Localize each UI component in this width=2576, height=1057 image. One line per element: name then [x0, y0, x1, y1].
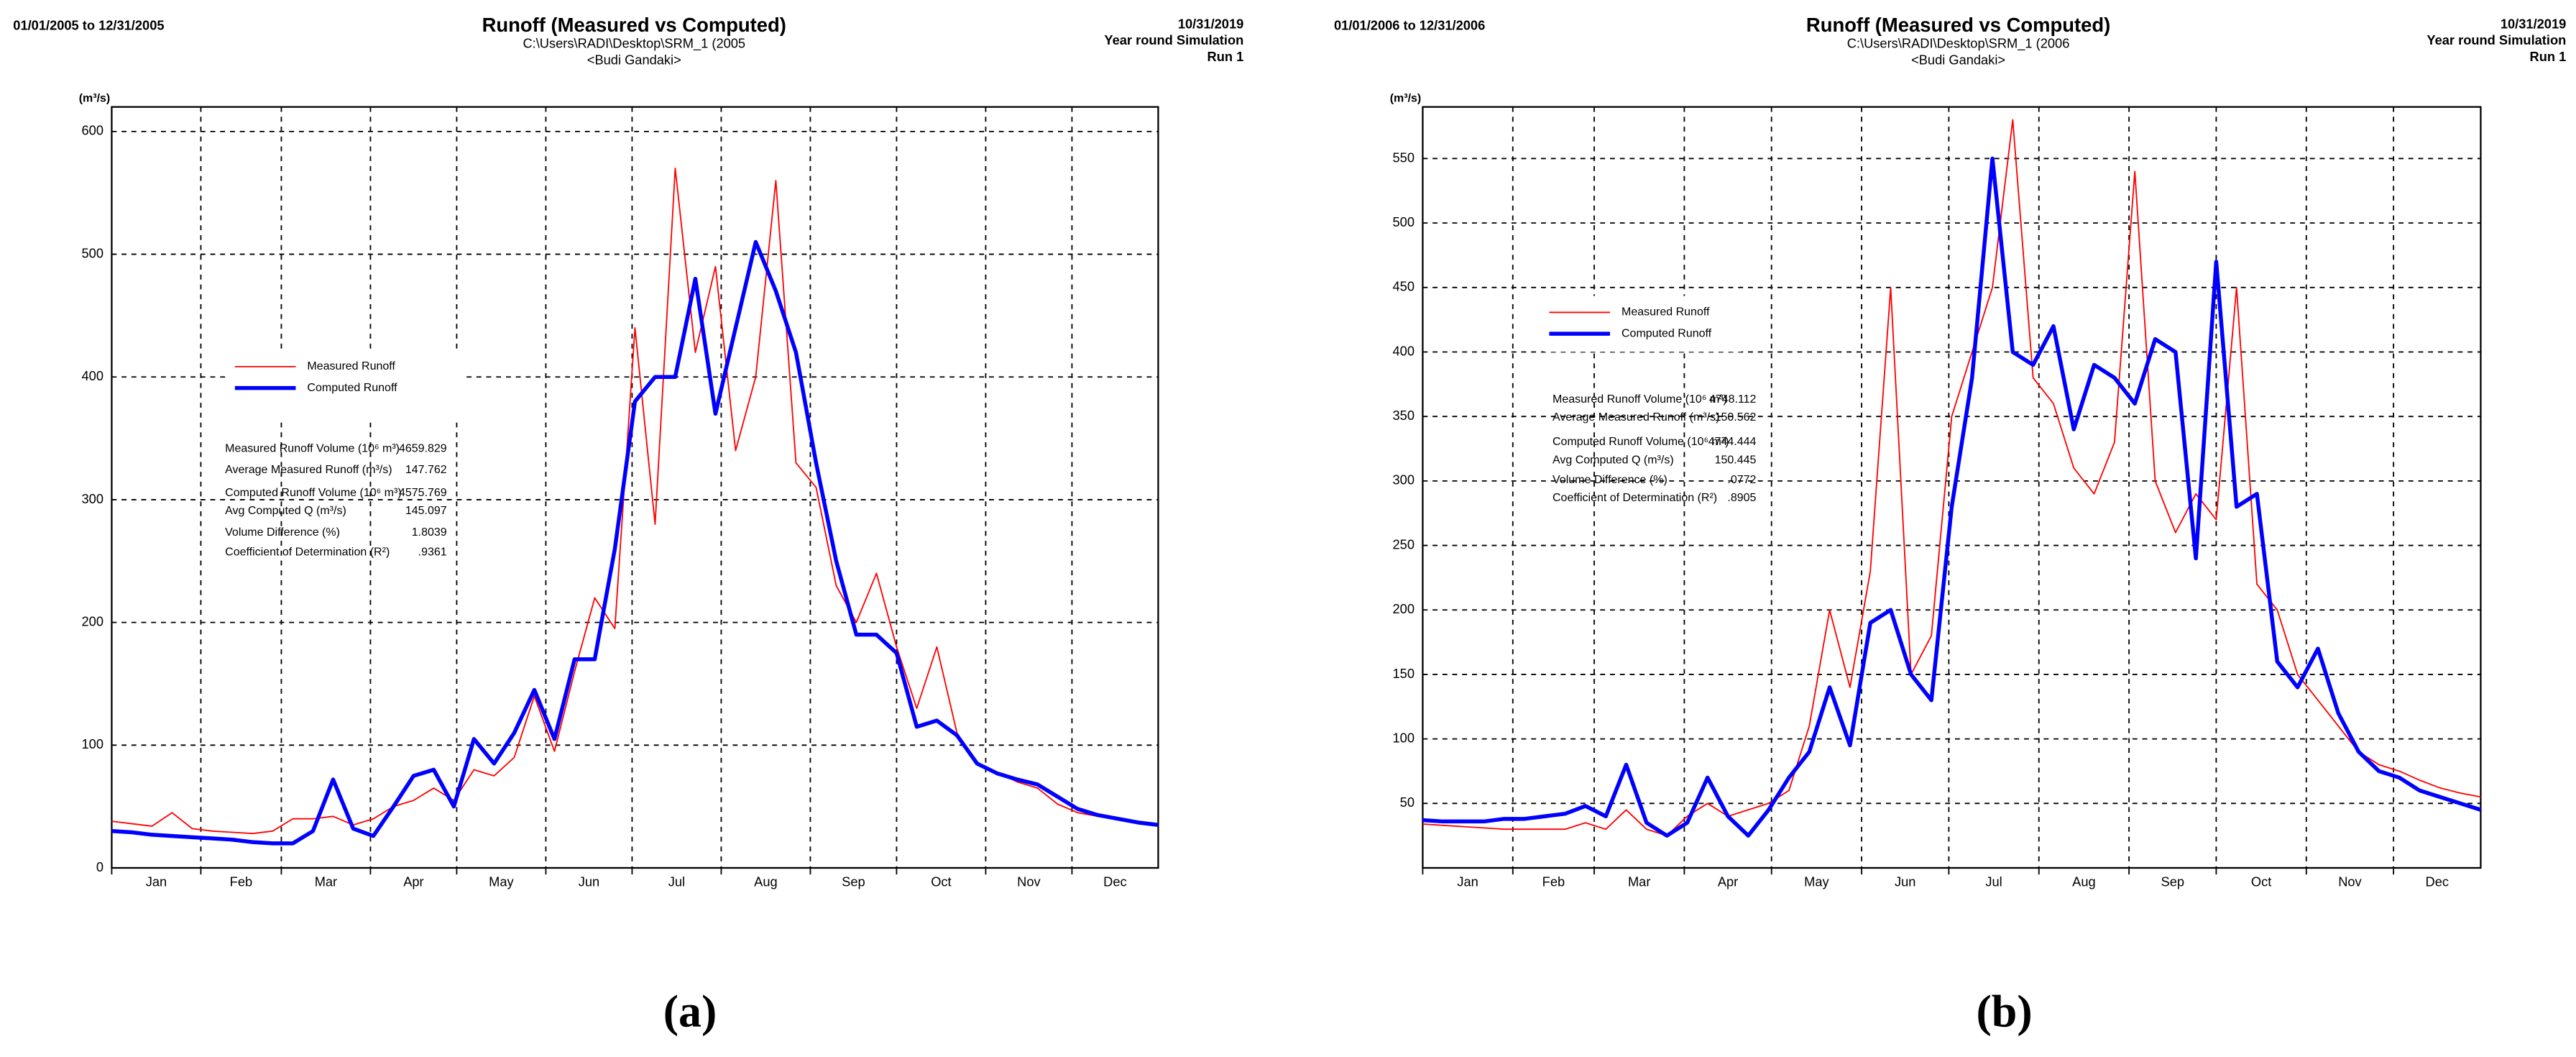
x-tick-label: Sep [2161, 874, 2185, 889]
basin-name: <Budi Gandaki> [587, 52, 681, 68]
chart-title: Runoff (Measured vs Computed) [482, 14, 786, 36]
series-line [111, 168, 1159, 835]
stat-value: .8905 [1727, 492, 1756, 504]
y-tick-label: 0 [96, 859, 104, 874]
x-tick-label: Aug [2072, 874, 2096, 889]
legend-label: Computed Runoff [307, 382, 397, 394]
y-tick-label: 350 [1393, 408, 1414, 423]
y-tick-label: 500 [82, 245, 104, 260]
file-path: C:\Users\RADI\Desktop\SRM_1 (2005 [523, 36, 745, 52]
y-axis-label: (m³/s) [79, 93, 111, 105]
stat-label: Measured Runoff Volume (10⁶ m³) [225, 442, 400, 454]
series-line [111, 239, 1159, 846]
stat-label: Coefficient of Determination (R²) [1552, 492, 1717, 504]
stat-label: Avg Computed Q (m³/s) [1552, 454, 1674, 466]
x-tick-label: Jun [1895, 874, 1915, 889]
x-tick-label: Apr [1718, 874, 1738, 889]
x-tick-label: Sep [842, 874, 865, 889]
stat-value: 4659.829 [399, 442, 447, 454]
x-tick-label: Jan [146, 874, 167, 889]
stat-label: Avg Computed Q (m³/s) [225, 505, 346, 517]
x-tick-label: Dec [2426, 874, 2449, 889]
run-date: 10/31/2019 [1178, 16, 1243, 31]
stat-value: 145.097 [405, 505, 447, 517]
y-tick-label: 600 [82, 123, 104, 138]
x-tick-label: Oct [2251, 874, 2271, 889]
legend-box [1544, 296, 1742, 352]
x-tick-label: Jul [1985, 874, 2002, 889]
stat-label: Computed Runoff Volume (10⁶ m³) [225, 487, 402, 499]
x-tick-label: Oct [931, 874, 951, 889]
chart-title: Runoff (Measured vs Computed) [1806, 14, 2110, 36]
stat-label: Average Measured Runoff (m³/s) [1552, 411, 1719, 424]
stat-value: 147.762 [405, 464, 447, 476]
file-path: C:\Users\RADI\Desktop\SRM_1 (2006 [1847, 36, 2070, 52]
x-tick-label: Aug [754, 874, 778, 889]
y-tick-label: 450 [1393, 279, 1414, 294]
stat-value: .0772 [1727, 474, 1756, 486]
stat-value: 4748.112 [1709, 393, 1757, 406]
stat-label: Measured Runoff Volume (10⁶ m³) [1552, 393, 1727, 406]
series-line [1422, 119, 2481, 837]
simulation: Year round Simulation [2426, 32, 2566, 47]
stat-label: Computed Runoff Volume (10⁶ m³) [1552, 436, 1729, 448]
y-tick-label: 150 [1393, 666, 1414, 681]
x-tick-label: Feb [230, 874, 252, 889]
x-tick-label: Nov [1017, 874, 1041, 889]
y-tick-label: 200 [82, 613, 104, 628]
x-tick-label: Jan [1457, 874, 1478, 889]
x-tick-label: Jun [579, 874, 599, 889]
y-tick-label: 550 [1393, 150, 1414, 165]
date-range: 01/01/2005 to 12/31/2005 [13, 18, 164, 33]
x-tick-label: Apr [403, 874, 423, 889]
y-tick-label: 100 [82, 736, 104, 751]
y-axis-label: (m³/s) [1390, 93, 1422, 105]
x-tick-label: Mar [315, 874, 337, 889]
plot-frame [1422, 106, 2482, 869]
stat-label: Average Measured Runoff (m³/s) [225, 464, 392, 476]
basin-name: <Budi Gandaki> [1911, 52, 2005, 68]
y-tick-label: 300 [82, 491, 104, 506]
stat-value: .9361 [418, 546, 447, 558]
y-tick-label: 250 [1393, 536, 1414, 552]
run-date: 10/31/2019 [2501, 16, 2566, 31]
plot-frame [111, 106, 1159, 869]
y-tick-label: 500 [1393, 214, 1414, 229]
legend-label: Measured Runoff [307, 360, 395, 372]
stat-label: Volume Difference (%) [225, 526, 340, 539]
date-range: 01/01/2006 to 12/31/2006 [1334, 18, 1485, 33]
x-tick-label: Jul [668, 874, 685, 889]
x-tick-label: Nov [2338, 874, 2362, 889]
x-tick-label: Feb [1542, 874, 1565, 889]
stat-value: 1.8039 [412, 526, 447, 539]
y-tick-label: 400 [1393, 343, 1414, 358]
stat-label: Coefficient of Determination (R²) [225, 546, 390, 558]
series-line [1422, 156, 2482, 838]
stat-value: 150.445 [1715, 454, 1757, 466]
x-tick-label: May [489, 874, 514, 889]
y-tick-label: 300 [1393, 472, 1414, 488]
panel-label: (a) [663, 985, 717, 1036]
run: Run 1 [1208, 49, 1244, 64]
run: Run 1 [2530, 49, 2567, 64]
y-tick-label: 100 [1393, 730, 1414, 745]
simulation: Year round Simulation [1104, 32, 1243, 47]
panel-label: (b) [1976, 985, 2032, 1036]
stat-value: 4575.769 [399, 487, 447, 499]
y-tick-label: 200 [1393, 601, 1414, 616]
stat-label: Volume Difference (%) [1552, 474, 1668, 486]
legend-label: Computed Runoff [1622, 327, 1712, 339]
legend-label: Measured Runoff [1622, 306, 1710, 319]
stat-value: 150.562 [1715, 411, 1757, 424]
y-tick-label: 400 [82, 368, 104, 383]
stat-value: 4744.444 [1708, 436, 1757, 448]
y-tick-label: 50 [1400, 795, 1414, 810]
x-tick-label: Mar [1628, 874, 1650, 889]
x-tick-label: May [1804, 874, 1829, 889]
x-tick-label: Dec [1103, 874, 1126, 889]
